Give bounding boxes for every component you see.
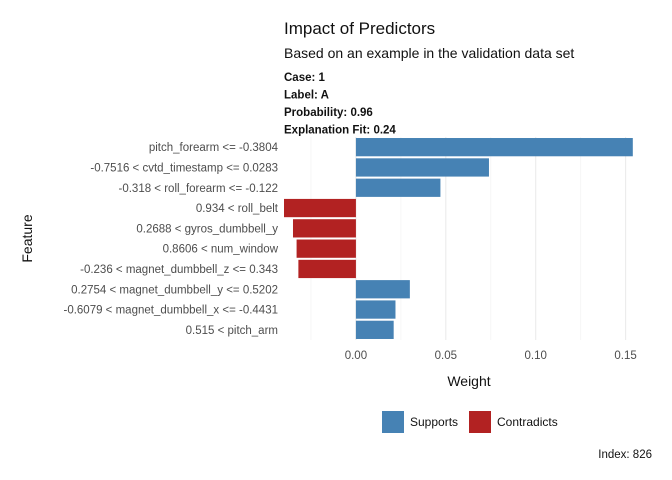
feature-label: 0.8606 < num_window: [163, 244, 279, 256]
bar-contradicts: [298, 259, 356, 279]
case-info: Case: 1 Label: A Probability: 0.96 Explanat…: [284, 72, 396, 137]
x-tick-label: 0.05: [435, 350, 457, 362]
case-info-line: Label: A: [284, 90, 329, 102]
x-axis-ticks: 0.00 0.05 0.10 0.15: [345, 350, 637, 362]
feature-label: -0.318 < roll_forearm <= -0.122: [119, 183, 279, 195]
legend: Supports Contradicts: [382, 411, 558, 433]
chart-title: Impact of Predictors: [284, 19, 435, 38]
feature-label: 0.515 < pitch_arm: [186, 325, 278, 337]
feature-label: 0.934 < roll_belt: [196, 203, 279, 215]
legend-label: Contradicts: [497, 415, 558, 429]
feature-label: -0.7516 < cvtd_timestamp <= 0.0283: [90, 162, 278, 174]
bar-supports: [355, 178, 441, 197]
bar-contradicts: [292, 219, 356, 238]
feature-label: 0.2754 < magnet_dumbbell_y <= 0.5202: [71, 284, 278, 296]
feature-labels: pitch_forearm <= -0.3804 -0.7516 < cvtd_t…: [63, 142, 278, 337]
bar-supports: [355, 138, 633, 157]
legend-label: Supports: [410, 415, 458, 429]
bar-contradicts: [284, 198, 356, 218]
case-info-line: Case: 1: [284, 72, 326, 84]
feature-label: pitch_forearm <= -0.3804: [149, 142, 279, 154]
bar-contradicts: [296, 239, 356, 258]
bar-supports: [355, 320, 394, 339]
index-caption: Index: 826: [598, 449, 652, 461]
legend-swatch: [469, 411, 491, 433]
bar-supports: [355, 158, 489, 177]
x-tick-label: 0.10: [525, 350, 547, 362]
legend-swatch: [382, 411, 404, 433]
x-tick-label: 0.00: [345, 350, 367, 362]
case-info-line: Explanation Fit: 0.24: [284, 125, 396, 137]
y-axis-title: Feature: [19, 214, 35, 262]
bars-layer: [284, 138, 633, 339]
chart-subtitle: Based on an example in the validation da…: [284, 45, 574, 61]
x-axis-title: Weight: [447, 373, 490, 389]
feature-label: -0.6079 < magnet_dumbbell_x <= -0.4431: [63, 305, 278, 317]
x-tick-label: 0.15: [614, 350, 636, 362]
bar-supports: [355, 300, 396, 319]
bar-supports: [355, 280, 410, 299]
feature-label: 0.2688 < gyros_dumbbell_y: [136, 223, 278, 235]
feature-label: -0.236 < magnet_dumbbell_z <= 0.343: [80, 264, 278, 276]
case-info-line: Probability: 0.96: [284, 107, 373, 119]
